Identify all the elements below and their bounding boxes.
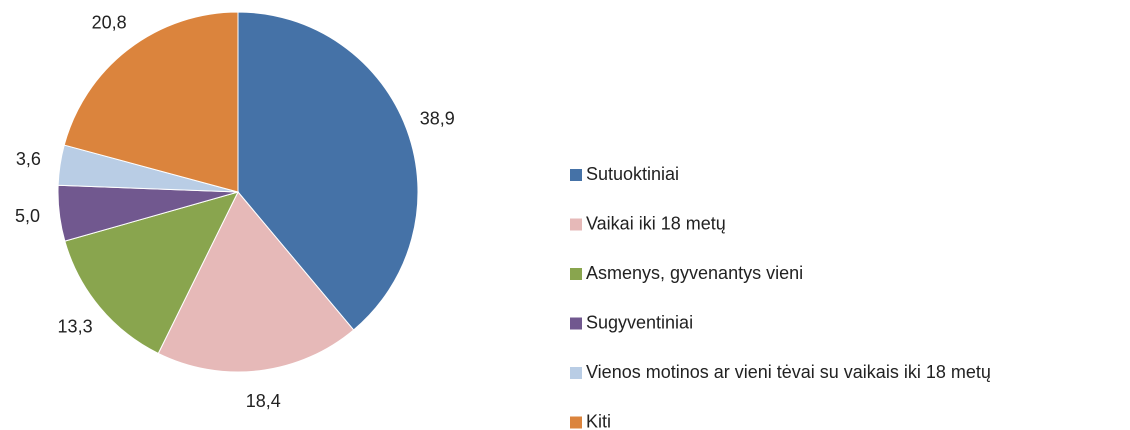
legend-swatch (570, 317, 582, 330)
data-label: 5,0 (15, 206, 40, 226)
pie-slice (237, 11, 419, 331)
data-label: 18,4 (246, 391, 281, 411)
pie-slice (157, 191, 355, 373)
legend-label: Sugyventiniai (586, 312, 693, 332)
pie-slice (63, 11, 239, 193)
data-label: 3,6 (16, 149, 41, 169)
legend-swatch (570, 367, 582, 379)
data-label: 20,8 (92, 12, 127, 32)
legend-label: Asmenys, gyvenantys vieni (586, 263, 803, 283)
pie-slice (64, 191, 239, 355)
legend-label: Sutuoktiniai (586, 164, 679, 184)
legend-label: Vienos motinos ar vieni tėvai su vaikais… (586, 362, 991, 382)
legend-swatch (570, 169, 582, 181)
legend-swatch (570, 268, 582, 280)
legend-label: Kiti (586, 411, 611, 430)
data-label: 38,9 (420, 108, 455, 128)
legend-swatch (570, 416, 582, 429)
legend-label: Vaikai iki 18 metų (586, 213, 726, 233)
legend-swatch (570, 218, 582, 231)
data-label: 13,3 (58, 316, 93, 336)
